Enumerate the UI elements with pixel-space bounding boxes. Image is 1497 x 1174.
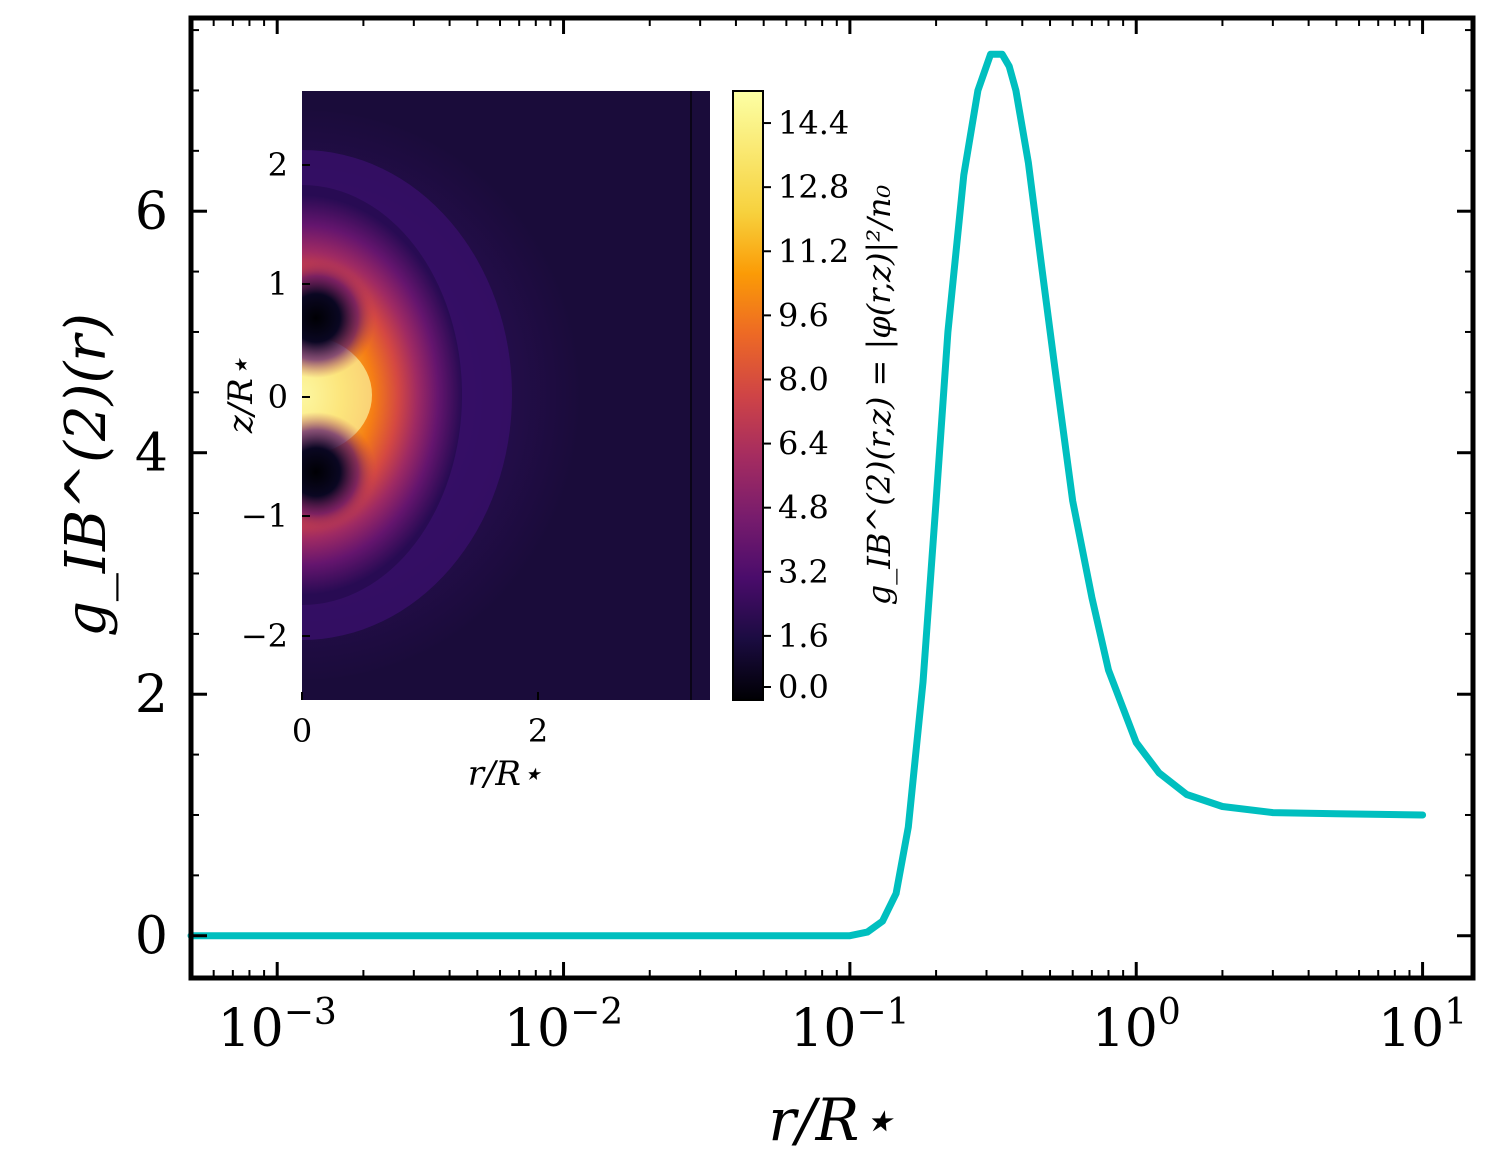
main-plot-frame	[188, 15, 1476, 981]
colorbar-tick-label: 3.2	[778, 553, 829, 591]
series-line	[187, 50, 1427, 940]
main-x-axis-label: r/R⋆	[768, 1086, 895, 1154]
colorbar: 0.0 1.6 3.2 4.8 6.4 8.0 9.6 11.2 12.8 14.4 g_IB^(…	[732, 90, 898, 706]
y-tick-label: 0	[135, 907, 168, 967]
x-tick-base: 10	[1092, 999, 1158, 1059]
heatmap-hole-bottom	[302, 412, 376, 532]
colorbar-label: g_IB^(2)(r,z) = |φ(r,z)|²/n₀	[860, 185, 898, 606]
colorbar-tick-label: 0.0	[778, 668, 829, 706]
colorbar-tick-label: 14.4	[778, 104, 849, 142]
x-tick-exponent: −3	[284, 992, 337, 1033]
inset-tick-labels: 0 2 2 1 0 −1 −2	[241, 146, 548, 750]
x-tick-label: 101	[1378, 992, 1467, 1059]
y-tick-label: 4	[135, 424, 168, 484]
x-tick-base: 10	[218, 999, 284, 1059]
x-tick-exponent: −1	[856, 992, 909, 1033]
inset-y-tick-label: −2	[241, 617, 288, 655]
x-tick-base: 10	[1378, 999, 1444, 1059]
y-label-text: g_IB^(2)(r)	[54, 313, 119, 637]
x-tick-label: 10−1	[790, 992, 909, 1059]
colorbar-gradient	[732, 90, 764, 701]
colorbar-tick-label: 1.6	[778, 617, 829, 655]
heatmap-hole-top	[302, 258, 376, 378]
colorbar-ticks: 0.0 1.6 3.2 4.8 6.4 8.0 9.6 11.2 12.8 14.4	[763, 104, 849, 706]
colorbar-tick-label: 4.8	[778, 489, 829, 527]
inset-x-tick-label: 2	[528, 712, 548, 750]
x-tick-exponent: −2	[570, 992, 623, 1033]
x-tick-exponent: 1	[1444, 992, 1467, 1033]
colorbar-tick-label: 11.2	[778, 232, 849, 270]
colorbar-tick-label: 8.0	[778, 360, 829, 398]
inset-y-axis-label: z/R⋆	[221, 357, 261, 434]
x-tick-base: 10	[504, 999, 570, 1059]
colorbar-tick-label: 6.4	[778, 425, 829, 463]
inset-chart: 0 2 2 1 0 −1 −2 r/R⋆ z/R⋆	[221, 91, 710, 794]
inset-x-axis-label: r/R⋆	[468, 754, 543, 794]
inset-heatmap	[302, 91, 710, 700]
x-tick-label: 100	[1092, 992, 1181, 1059]
inset-y-tick-label: 1	[268, 265, 288, 303]
y-tick-label: 6	[135, 182, 168, 242]
x-tick-label: 10−2	[504, 992, 623, 1059]
colorbar-tick-label: 9.6	[778, 296, 829, 334]
colorbar-tick-label: 12.8	[778, 168, 849, 206]
inset-y-tick-label: 2	[268, 146, 288, 184]
y-tick-label: 2	[135, 665, 168, 725]
colorbar-label-group: g_IB^(2)(r,z) = |φ(r,z)|²/n₀	[860, 185, 898, 606]
inset-y-tick-label: 0	[268, 378, 288, 416]
main-line-layer	[187, 50, 1427, 940]
x-tick-exponent: 0	[1158, 992, 1181, 1033]
inset-y-tick-label: −1	[241, 497, 288, 535]
main-y-axis-label-group: g_IB^(2)(r)	[54, 313, 119, 637]
main-y-axis-label: g_IB^(2)(r)	[54, 313, 119, 637]
inset-ticks	[301, 164, 539, 700]
inset-x-tick-label: 0	[292, 712, 312, 750]
inset-y-axis-label-group: z/R⋆	[221, 357, 261, 434]
x-tick-base: 10	[790, 999, 856, 1059]
x-tick-label: 10−3	[218, 992, 337, 1059]
x-label-text: r/R⋆	[768, 1086, 895, 1154]
